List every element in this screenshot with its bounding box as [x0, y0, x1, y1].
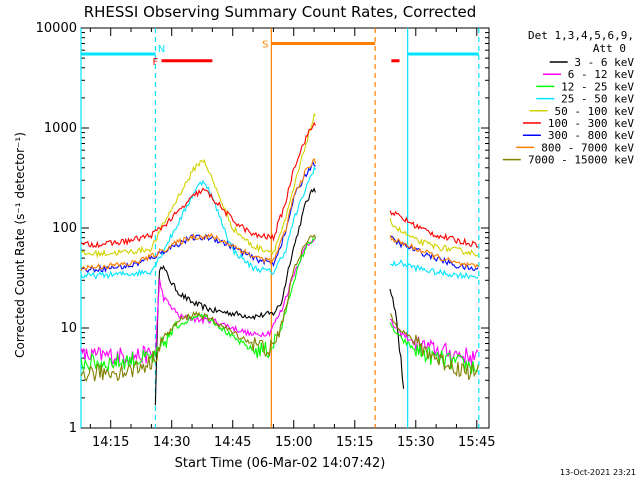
- legend-header-line-1: Det 1,3,4,5,6,9,: [528, 29, 634, 42]
- series-line: [389, 234, 479, 269]
- series-line: [389, 322, 479, 374]
- x-tick-label: 15:45: [458, 435, 495, 450]
- series-line: [80, 237, 316, 367]
- x-tick-label: 14:30: [153, 435, 190, 450]
- series-line: [80, 233, 317, 382]
- series-line: [389, 217, 479, 257]
- y-tick-label: 10000: [36, 21, 77, 36]
- x-tick-label: 15:30: [397, 435, 434, 450]
- series-line: [389, 313, 479, 381]
- y-axis-label: Corrected Count Rate (s⁻¹ detector⁻¹): [13, 132, 27, 358]
- series-line: [80, 236, 317, 372]
- flag-label: F: [153, 57, 159, 68]
- series-line: [390, 318, 479, 365]
- legend-header-line-2: Att 0: [593, 42, 626, 55]
- legend-label: 50 - 100 keV: [555, 105, 635, 118]
- x-tick-label: 15:00: [275, 435, 312, 450]
- plot-area: 1 10 100 1000 10000 14:15 14:30 14:45 15:00 15:15…: [36, 21, 496, 450]
- series-line: [80, 157, 317, 272]
- legend-label: 7000 - 15000 keV: [528, 154, 634, 167]
- series-line: [390, 259, 479, 280]
- legend-label: 25 - 50 keV: [561, 93, 634, 106]
- series-line: [80, 112, 317, 259]
- chart-title: RHESSI Observing Summary Count Rates, Co…: [84, 3, 477, 21]
- flag-label: S: [262, 39, 268, 50]
- legend-label: 100 - 300 keV: [548, 117, 634, 130]
- y-tick-label: 1000: [44, 121, 77, 136]
- legend-label: 12 - 25 keV: [561, 80, 634, 93]
- flag-label: N: [158, 44, 165, 55]
- series-line: [154, 187, 316, 406]
- legend-label: 800 - 7000 keV: [541, 141, 634, 154]
- x-tick-label: 14:45: [214, 435, 251, 450]
- y-tick-label: 1: [69, 421, 77, 436]
- y-tick-label: 100: [52, 221, 77, 236]
- x-tick-label: 14:15: [92, 435, 129, 450]
- series-line: [80, 165, 317, 280]
- series-line: [389, 210, 479, 248]
- legend-label: 3 - 6 keV: [574, 56, 634, 69]
- series-line: [389, 288, 405, 389]
- y-tick-label: 10: [60, 321, 77, 336]
- x-axis-label: Start Time (06-Mar-02 14:07:42): [175, 456, 386, 471]
- series-line: [80, 121, 317, 249]
- footer-timestamp: 13-Oct-2021 23:21: [560, 468, 636, 477]
- x-tick-label: 15:15: [336, 435, 373, 450]
- legend-label: 300 - 800 keV: [548, 129, 634, 142]
- legend-label: 6 - 12 keV: [568, 68, 635, 81]
